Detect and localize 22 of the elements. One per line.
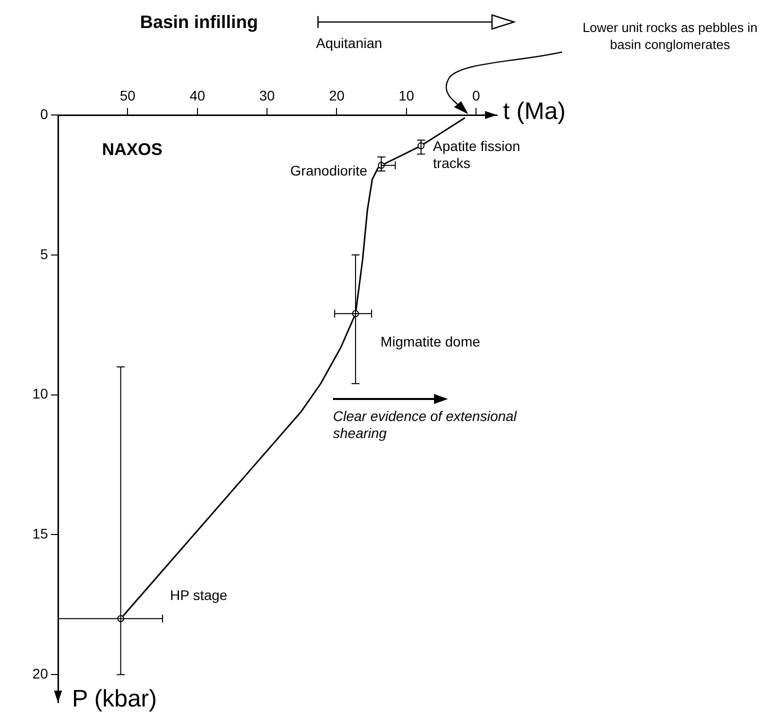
y-tick-label: 5 (40, 246, 48, 262)
annotation: Apatite fission tracks (433, 138, 520, 171)
x-tick-label: 20 (328, 87, 345, 104)
annotation: Granodiorite (290, 162, 368, 178)
annotation: Migmatite dome (380, 334, 480, 350)
annotation: NAXOS (102, 140, 162, 159)
text: Aquitanian (316, 35, 382, 51)
annotation: HP stage (170, 587, 228, 603)
text: Basin infilling (140, 12, 258, 32)
x-tick-label: 40 (190, 87, 206, 104)
x-tick-label: 0 (472, 87, 480, 104)
text: Lower unit rocks as pebbles in basin conglomerates (582, 20, 758, 52)
x-tick-label: 50 (120, 87, 136, 104)
y-tick-label: 10 (32, 386, 48, 402)
x-tick-label: 30 (259, 87, 276, 104)
annotation: Clear evidence of extensional shearing (333, 408, 518, 441)
x-tick-label: 10 (398, 87, 414, 104)
y-tick-label: 0 (40, 106, 48, 122)
x-axis-title: t (Ma) (503, 98, 566, 125)
y-axis-title: P (kbar) (72, 686, 157, 713)
y-tick-label: 15 (32, 526, 48, 542)
y-tick-label: 20 (32, 665, 48, 682)
